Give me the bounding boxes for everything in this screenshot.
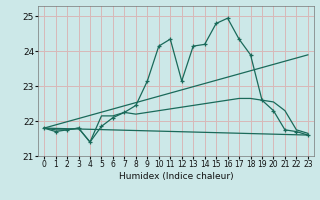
X-axis label: Humidex (Indice chaleur): Humidex (Indice chaleur) [119, 172, 233, 181]
